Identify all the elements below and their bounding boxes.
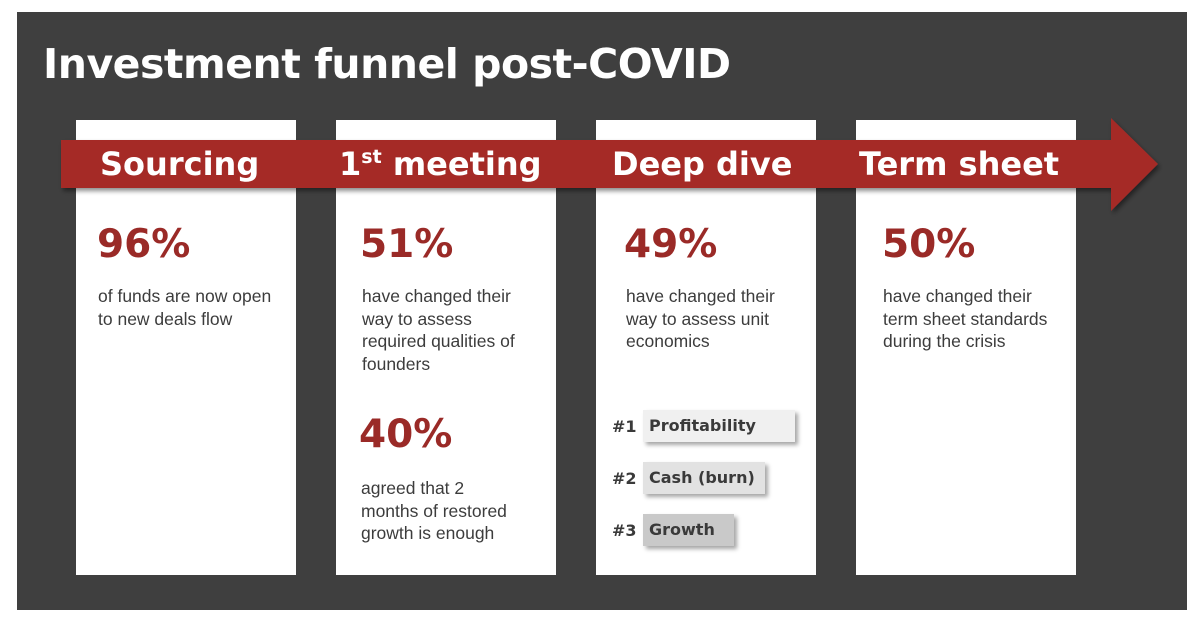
stat-value: 50% [882, 222, 976, 267]
ranking-bar-growth: Growth [643, 514, 734, 546]
stat-description: have changed their term sheet standards … [883, 286, 1048, 352]
ranking-number: #3 [612, 521, 637, 540]
stat-value: 96% [97, 222, 191, 267]
stat-value: 51% [360, 222, 454, 267]
ranking-bar-cash-burn: Cash (burn) [643, 462, 765, 494]
ranking-number: #1 [612, 417, 637, 436]
stage-label-deep-dive: Deep dive [612, 145, 793, 183]
ranking-number: #2 [612, 469, 637, 488]
stat-description: have changed their way to assess unit ec… [626, 286, 775, 352]
stat-description: agreed that 2 months of restored growth … [361, 478, 507, 544]
stage-label-first-meeting: 1st meeting [339, 145, 542, 183]
stat-description: have changed their way to assess require… [362, 286, 515, 375]
stage-card-sourcing [76, 120, 296, 575]
stat-description: of funds are now open to new deals flow [98, 286, 272, 329]
page-title: Investment funnel post-COVID [43, 40, 731, 88]
ranking-bar-profitability: Profitability [643, 410, 795, 442]
stat-value: 49% [624, 222, 718, 267]
stage-label-term-sheet: Term sheet [859, 145, 1060, 183]
stage-label-sourcing: Sourcing [100, 145, 260, 183]
stat-value: 40% [359, 412, 453, 457]
